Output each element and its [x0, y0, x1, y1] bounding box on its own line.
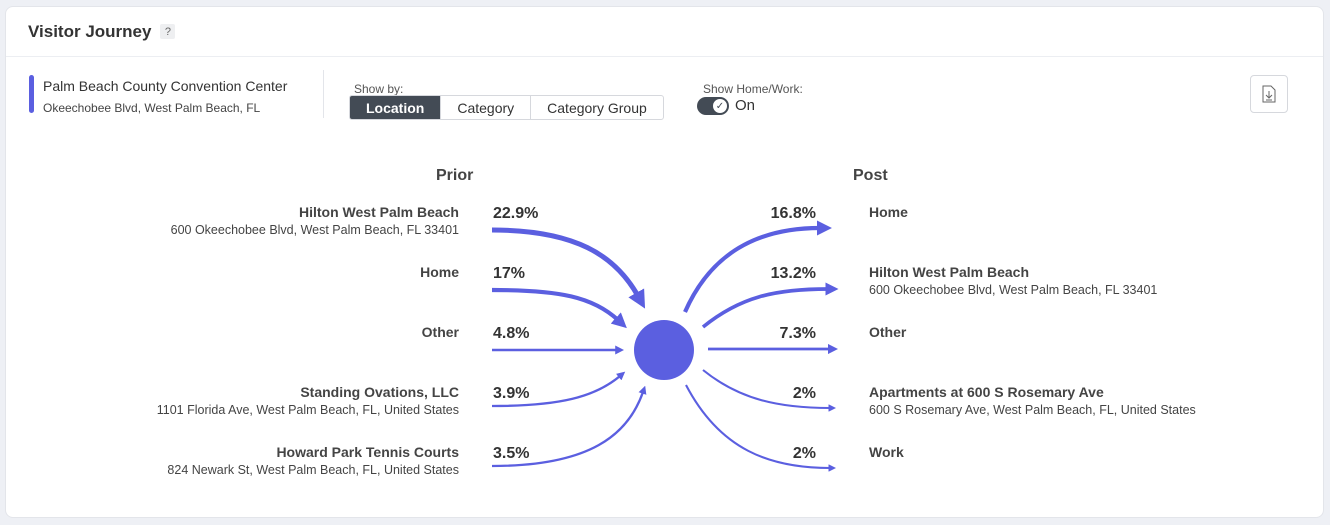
post-percentage: 7.3% [779, 325, 816, 342]
prior-location-name: Standing Ovations, LLC [300, 384, 459, 400]
show-by-label: Show by: [354, 82, 404, 96]
post-location-label: Work [869, 444, 904, 460]
post-location-name: Apartments at 600 S Rosemary Ave [869, 384, 1104, 400]
post-location-name: Work [869, 444, 904, 460]
location-name: Palm Beach County Convention Center [43, 78, 288, 94]
prior-percentage: 3.9% [493, 385, 530, 402]
location-address: Okeechobee Blvd, West Palm Beach, FL [43, 101, 261, 115]
card-title: Visitor Journey [28, 21, 152, 41]
post-location-address: 600 S Rosemary Ave, West Palm Beach, FL,… [869, 403, 1196, 417]
post-arrow [683, 220, 832, 313]
download-button[interactable] [1250, 75, 1288, 113]
prior-location-address: 1101 Florida Ave, West Palm Beach, FL, U… [156, 403, 459, 417]
prior-arrow [491, 227, 646, 309]
post-arrow [701, 282, 839, 329]
show-by-category[interactable]: Category [440, 96, 530, 119]
post-percentage: 2% [792, 445, 816, 462]
location-color-bar [29, 75, 34, 113]
prior-location-address: 824 Newark St, West Palm Beach, FL, Unit… [167, 463, 459, 477]
prior-percentage: 22.9% [493, 205, 539, 222]
post-arrow [702, 369, 836, 412]
show-by-segmented-control: Location Category Category Group [349, 95, 664, 120]
post-location-name: Other [869, 324, 907, 340]
post-location-address: 600 Okeechobee Blvd, West Palm Beach, FL… [869, 283, 1158, 297]
prior-location-name: Home [420, 264, 459, 280]
home-work-label: Show Home/Work: [703, 82, 803, 96]
post-arrow [685, 384, 836, 472]
card-header: Visitor Journey ? [6, 7, 1323, 57]
show-by-category-group[interactable]: Category Group [530, 96, 663, 119]
help-icon[interactable]: ? [160, 24, 176, 39]
prior-percentage: 17% [493, 265, 526, 282]
prior-arrow [491, 385, 647, 468]
post-title: Post [853, 167, 888, 184]
prior-location-label: Home [420, 264, 459, 280]
prior-location-name: Other [421, 324, 459, 340]
home-work-toggle[interactable]: ✓ [697, 97, 729, 115]
post-percentage: 2% [792, 385, 816, 402]
visitor-journey-card: Visitor Journey ? [5, 6, 1324, 518]
post-location-label: Apartments at 600 S Rosemary Ave 600 S Ro… [869, 384, 1196, 417]
post-percentage: 16.8% [770, 205, 816, 222]
prior-location-name: Hilton West Palm Beach [298, 204, 459, 220]
prior-arrow [491, 287, 627, 329]
prior-location-address: 600 Okeechobee Blvd, West Palm Beach, FL… [170, 223, 459, 237]
prior-location-name: Howard Park Tennis Courts [276, 444, 459, 460]
show-by-location[interactable]: Location [350, 96, 441, 119]
post-location-label: Other [869, 324, 906, 340]
post-location-name: Hilton West Palm Beach [869, 264, 1030, 280]
prior-location-label: Howard Park Tennis Courts 824 Newark St, … [167, 444, 459, 477]
post-percentage: 13.2% [770, 265, 816, 282]
download-file-icon [1262, 85, 1276, 103]
prior-title: Prior [436, 167, 474, 184]
post-location-name: Home [869, 204, 908, 220]
post-location-label: Hilton West Palm Beach 600 Okeechobee Blv… [869, 264, 1157, 297]
prior-arrow [491, 371, 626, 408]
prior-location-label: Standing Ovations, LLC 1101 Florida Ave, … [157, 384, 459, 417]
prior-percentage: 4.8% [493, 325, 530, 342]
check-icon: ✓ [712, 98, 728, 114]
divider [323, 70, 324, 118]
post-location-label: Home [869, 204, 908, 220]
prior-location-label: Hilton West Palm Beach 600 Okeechobee Blv… [171, 204, 459, 237]
prior-location-label: Other [422, 324, 459, 340]
center-venue-node [634, 320, 694, 380]
home-work-state: On [735, 97, 756, 114]
prior-percentage: 3.5% [493, 445, 530, 462]
